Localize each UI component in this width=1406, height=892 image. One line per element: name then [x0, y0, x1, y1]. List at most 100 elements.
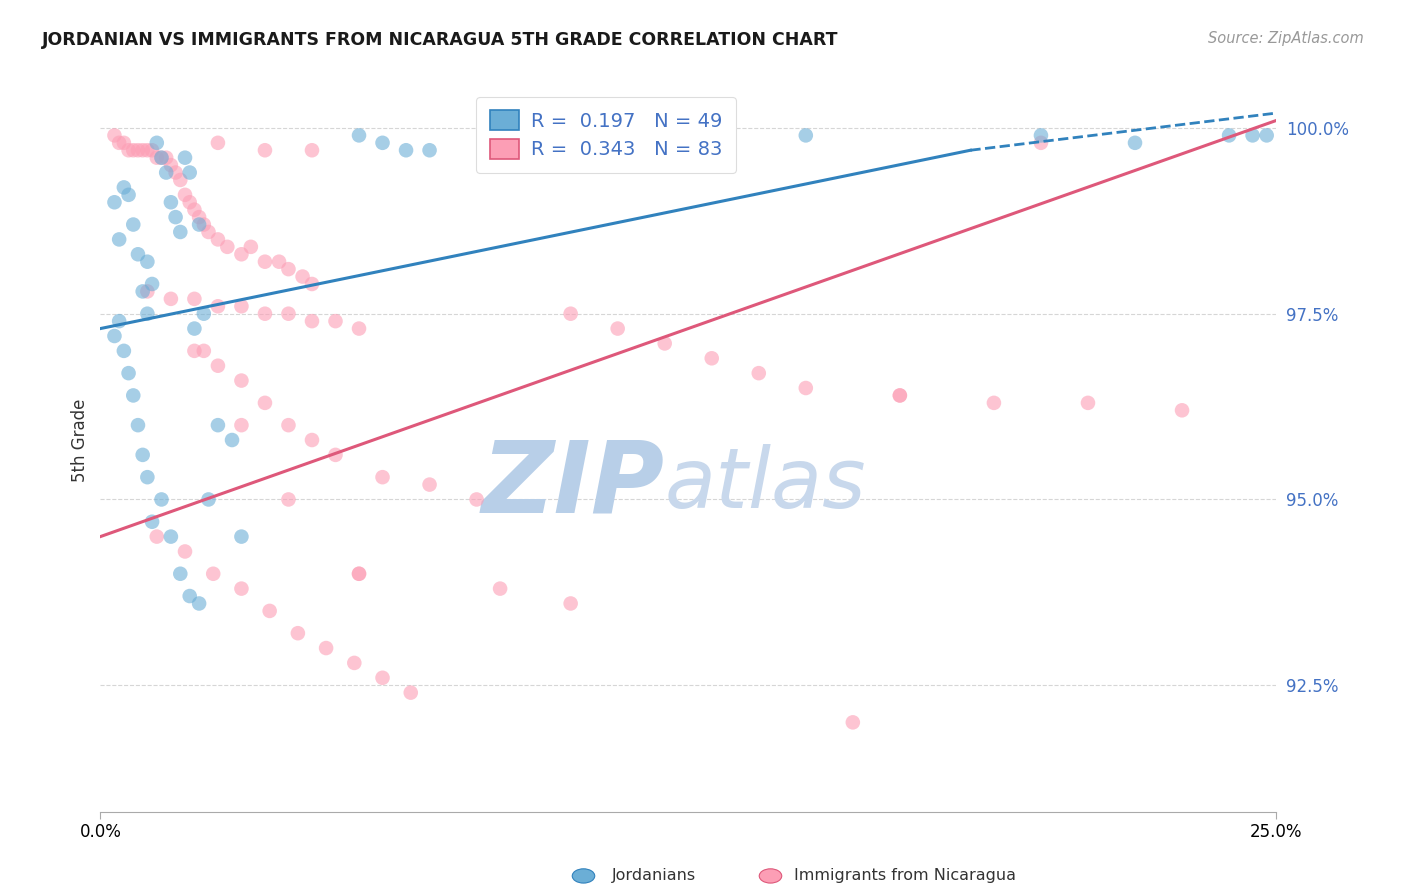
Text: ZIP: ZIP — [482, 436, 665, 533]
Point — [231, 418, 253, 433]
Point — [842, 715, 865, 730]
Point — [174, 544, 197, 558]
Point — [179, 165, 201, 179]
Point — [169, 225, 191, 239]
Point — [231, 299, 253, 313]
Point — [231, 374, 253, 388]
Point — [277, 418, 299, 433]
Point — [193, 218, 215, 232]
Point — [108, 314, 131, 328]
Point — [231, 582, 253, 596]
Point — [169, 566, 191, 581]
Text: Immigrants from Nicaragua: Immigrants from Nicaragua — [794, 869, 1017, 883]
Point — [150, 151, 173, 165]
Point — [117, 187, 139, 202]
Point — [122, 143, 145, 157]
Point — [343, 656, 366, 670]
Point — [155, 165, 177, 179]
Point — [231, 530, 253, 544]
Y-axis label: 5th Grade: 5th Grade — [72, 399, 89, 482]
Point — [150, 492, 173, 507]
Point — [146, 530, 169, 544]
Point — [127, 418, 149, 433]
Point — [169, 173, 191, 187]
Point — [371, 136, 394, 150]
Point — [315, 641, 337, 656]
Point — [371, 470, 394, 484]
Point — [174, 187, 197, 202]
Point — [700, 351, 723, 366]
Point — [217, 240, 239, 254]
Text: JORDANIAN VS IMMIGRANTS FROM NICARAGUA 5TH GRADE CORRELATION CHART: JORDANIAN VS IMMIGRANTS FROM NICARAGUA 5… — [42, 31, 839, 49]
Point — [160, 530, 183, 544]
Point — [131, 143, 153, 157]
Point — [301, 277, 323, 291]
Point — [136, 254, 159, 268]
Point — [141, 143, 163, 157]
Point — [122, 388, 145, 402]
Point — [112, 343, 135, 358]
Point — [179, 589, 201, 603]
Point — [193, 343, 215, 358]
Point — [103, 195, 125, 210]
Point — [136, 285, 159, 299]
Point — [748, 366, 770, 380]
Point — [301, 314, 323, 328]
Point — [1123, 136, 1146, 150]
Point — [395, 143, 418, 157]
Point — [371, 671, 394, 685]
Point — [1218, 128, 1240, 143]
Point — [127, 247, 149, 261]
Point — [155, 151, 177, 165]
Point — [207, 418, 229, 433]
Point — [193, 307, 215, 321]
Point — [253, 307, 276, 321]
Point — [188, 210, 211, 224]
Point — [165, 210, 187, 224]
Point — [146, 136, 169, 150]
Point — [560, 597, 582, 611]
Point — [1077, 396, 1099, 410]
Point — [136, 307, 159, 321]
Point — [347, 566, 370, 581]
Point — [325, 314, 347, 328]
Point — [259, 604, 281, 618]
Point — [301, 143, 323, 157]
Point — [112, 136, 135, 150]
Point — [465, 492, 488, 507]
Point — [983, 396, 1005, 410]
Point — [207, 136, 229, 150]
Point — [253, 254, 276, 268]
Point — [117, 366, 139, 380]
Point — [1171, 403, 1194, 417]
Point — [207, 359, 229, 373]
Point — [419, 143, 441, 157]
Point — [165, 165, 187, 179]
Point — [277, 307, 299, 321]
Point — [108, 136, 131, 150]
Point — [103, 329, 125, 343]
Point — [122, 218, 145, 232]
Point — [183, 321, 205, 335]
Point — [794, 128, 817, 143]
Point — [188, 218, 211, 232]
Point — [654, 336, 676, 351]
Point — [202, 566, 225, 581]
Point — [231, 247, 253, 261]
Point — [179, 195, 201, 210]
Point — [207, 299, 229, 313]
Point — [253, 396, 276, 410]
Legend: R =  0.197   N = 49, R =  0.343   N = 83: R = 0.197 N = 49, R = 0.343 N = 83 — [477, 97, 735, 173]
Point — [301, 433, 323, 447]
Point — [188, 597, 211, 611]
Point — [146, 151, 169, 165]
Point — [889, 388, 911, 402]
Point — [136, 143, 159, 157]
Point — [197, 492, 219, 507]
Point — [221, 433, 243, 447]
Point — [277, 262, 299, 277]
Point — [291, 269, 314, 284]
Point — [183, 202, 205, 217]
Point — [160, 292, 183, 306]
Point — [141, 515, 163, 529]
